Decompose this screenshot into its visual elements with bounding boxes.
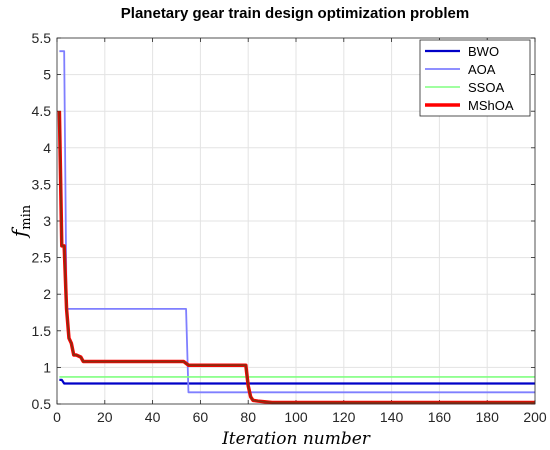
grid bbox=[56, 37, 536, 405]
y-tick-label: 2 bbox=[43, 286, 51, 302]
x-axis-label: Iteration number bbox=[221, 429, 371, 449]
x-tick-label: 160 bbox=[428, 409, 452, 425]
y-tick-label: 0.5 bbox=[32, 396, 52, 412]
x-tick-label: 80 bbox=[240, 409, 256, 425]
legend: BWO AOA SSOA MShOA bbox=[419, 39, 531, 117]
series-line-aoa bbox=[59, 50, 535, 394]
y-tick-label: 1.5 bbox=[32, 323, 52, 339]
legend-label: BWO bbox=[468, 44, 499, 59]
y-tick-label: 2.5 bbox=[32, 250, 52, 266]
y-tick-label: 5 bbox=[43, 67, 51, 83]
x-tick-labels: 0 20 40 60 80 100 120 140 160 180 200 bbox=[53, 409, 547, 425]
x-tick-label: 60 bbox=[193, 409, 209, 425]
plot-frame bbox=[56, 37, 536, 405]
series-line-bwo bbox=[59, 378, 535, 385]
y-tick-label: 5.5 bbox=[32, 30, 52, 46]
y-tick-label: 3.5 bbox=[32, 176, 52, 192]
x-tick-label: 100 bbox=[284, 409, 308, 425]
x-tick-label: 200 bbox=[523, 409, 547, 425]
y-tick-label: 3 bbox=[43, 213, 51, 229]
x-tick-label: 20 bbox=[97, 409, 113, 425]
legend-label: AOA bbox=[468, 62, 496, 77]
x-tick-label: 180 bbox=[476, 409, 500, 425]
chart-title: Planetary gear train design optimization… bbox=[121, 5, 469, 22]
y-tick-label: 4 bbox=[43, 140, 51, 156]
x-tick-label: 40 bbox=[145, 409, 161, 425]
series-line-mshoa-inner bbox=[58, 111, 535, 404]
x-tick-label: 120 bbox=[332, 409, 356, 425]
x-tick-label: 0 bbox=[53, 409, 61, 425]
legend-label: MShOA bbox=[468, 98, 514, 113]
x-tick-label: 140 bbox=[380, 409, 404, 425]
y-tick-label: 4.5 bbox=[32, 103, 52, 119]
series-layer bbox=[57, 50, 535, 405]
legend-label: SSOA bbox=[468, 80, 504, 95]
y-tick-label: 1 bbox=[43, 359, 51, 375]
y-axis-label-sub: min bbox=[19, 204, 34, 229]
y-tick-labels: 0.5 1 1.5 2 2.5 3 3.5 4 4.5 5 5.5 bbox=[32, 30, 52, 412]
